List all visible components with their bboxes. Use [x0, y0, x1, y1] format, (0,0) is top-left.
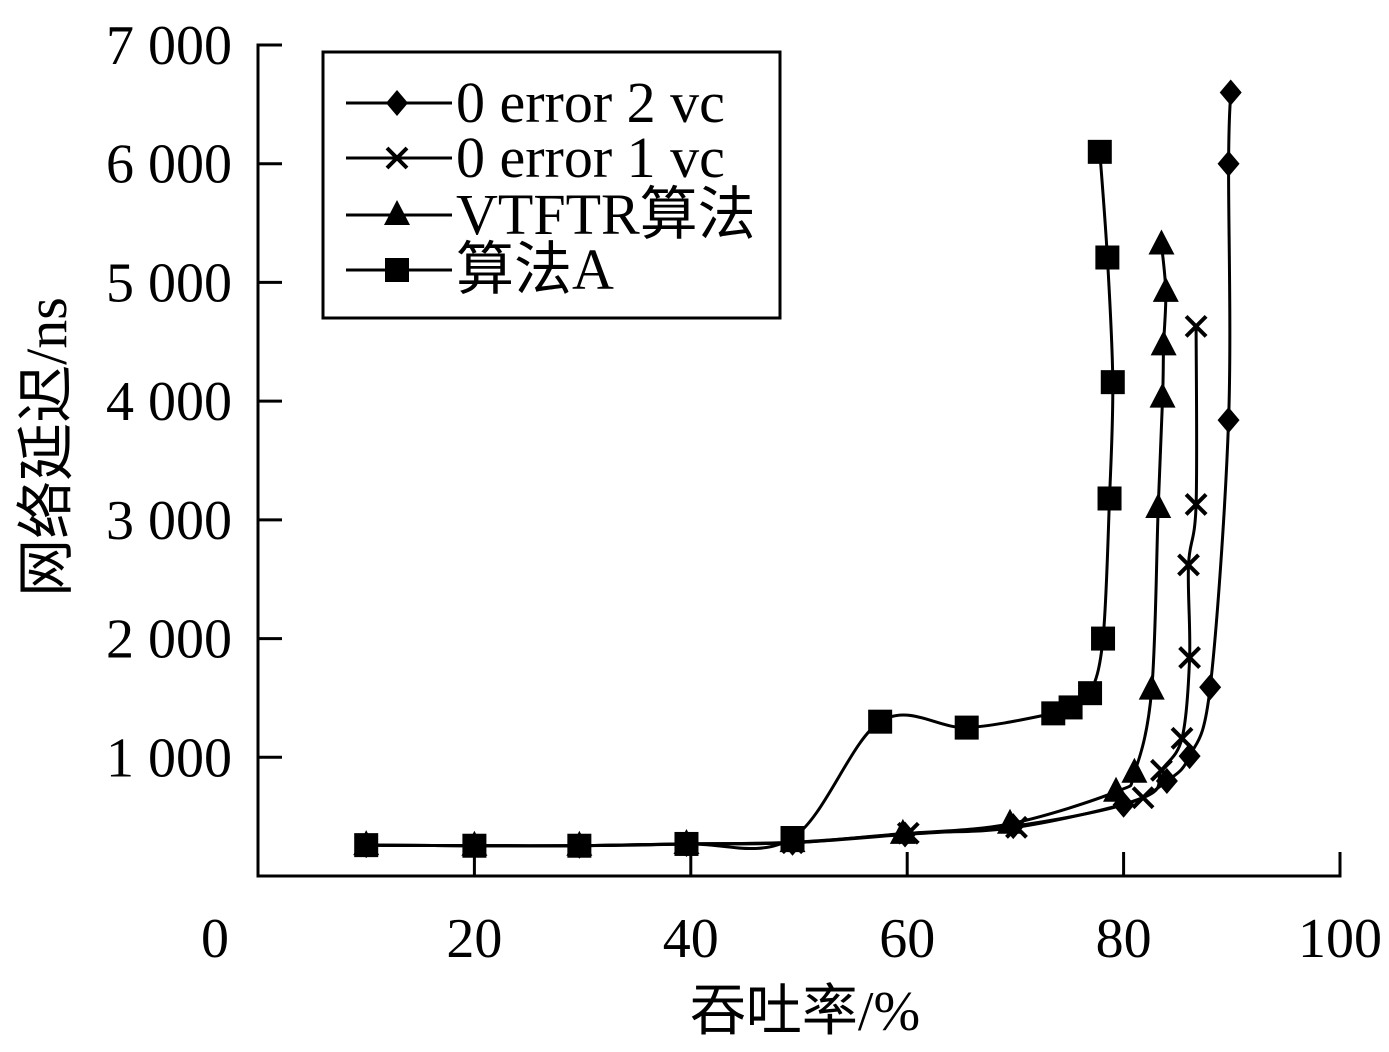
- triangle-marker: [1103, 776, 1130, 802]
- diamond-marker: [1199, 674, 1222, 701]
- legend-item-series-3: VTFTR算法: [346, 182, 756, 247]
- square-marker: [868, 709, 893, 734]
- cross-marker: [1178, 646, 1202, 669]
- square-marker: [780, 826, 805, 851]
- x-axis-ticks: 0 20 40 60 80 100: [201, 852, 1382, 970]
- square-marker: [674, 831, 699, 856]
- y-tick-label: 2 000: [106, 609, 232, 671]
- square-marker: [462, 833, 487, 858]
- legend-label: 算法A: [456, 237, 614, 302]
- cross-marker: [1177, 553, 1200, 577]
- diamond-marker: [1217, 150, 1240, 177]
- square-marker: [1091, 626, 1116, 651]
- square-marker: [1087, 139, 1112, 164]
- diamond-marker: [1155, 768, 1178, 795]
- triangle-marker: [1121, 757, 1148, 783]
- cross-marker: [1184, 314, 1208, 338]
- y-tick-label: 3 000: [106, 490, 232, 552]
- y-tick-label: 5 000: [106, 252, 232, 314]
- cross-marker: [1184, 493, 1208, 516]
- cross-marker: [1150, 758, 1173, 782]
- triangle-marker: [1152, 276, 1179, 302]
- triangle-marker-icon: [384, 200, 410, 225]
- triangle-marker: [1145, 492, 1172, 518]
- legend: 0 error 2 vc 0 error 1 vc VTFTR算法 算法A: [321, 50, 782, 320]
- y-tick-label: 1 000: [106, 727, 232, 789]
- triangle-marker: [1149, 382, 1176, 408]
- series-2: [354, 314, 1208, 858]
- legend-label: VTFTR算法: [456, 182, 756, 247]
- diamond-marker: [1217, 407, 1240, 434]
- plot-area: [353, 79, 1242, 859]
- y-tick-label: 4 000: [106, 371, 232, 433]
- square-marker: [1097, 486, 1122, 511]
- cross-marker: [1170, 726, 1194, 750]
- triangle-marker: [889, 818, 916, 844]
- y-tick-label: 7 000: [106, 15, 232, 77]
- diamond-marker: [1178, 743, 1201, 770]
- series-3: [353, 229, 1179, 856]
- triangle-marker: [1148, 229, 1175, 255]
- x-tick-label: 40: [663, 908, 719, 970]
- triangle-marker: [1150, 330, 1177, 356]
- y-axis-title: 网络延迟/ns: [14, 297, 79, 597]
- x-tick-label: 100: [1298, 908, 1382, 970]
- legend-item-series-2: 0 error 1 vc: [346, 125, 725, 190]
- square-marker: [1078, 681, 1103, 706]
- legend-item-series-4: 算法A: [346, 237, 614, 302]
- square-marker: [354, 833, 379, 858]
- square-marker: [1095, 245, 1120, 270]
- x-tick-label: 60: [879, 908, 935, 970]
- x-tick-label: 20: [446, 908, 502, 970]
- x-tick-label: 80: [1096, 908, 1152, 970]
- triangle-marker: [1138, 674, 1165, 700]
- x-tick-label: 0: [201, 908, 229, 970]
- cross-marker: [1131, 786, 1155, 810]
- legend-label: 0 error 1 vc: [456, 125, 725, 190]
- diamond-marker-icon: [386, 90, 408, 116]
- square-marker-icon: [385, 258, 409, 282]
- x-axis-title: 吞吐率/%: [690, 981, 920, 1043]
- series-line: [366, 244, 1168, 848]
- legend-item-series-1: 0 error 2 vc: [346, 70, 725, 135]
- series-4: [354, 139, 1125, 858]
- y-tick-label: 6 000: [106, 134, 232, 196]
- legend-label: 0 error 2 vc: [456, 70, 725, 135]
- square-marker: [567, 833, 592, 858]
- diamond-marker: [1219, 79, 1242, 106]
- series-line: [366, 151, 1115, 850]
- square-marker: [1100, 370, 1125, 395]
- cross-marker-icon: [385, 146, 409, 170]
- y-axis-ticks: 1 000 2 000 3 000 4 000 5 000 6 000 7 000: [106, 15, 282, 789]
- square-marker: [954, 715, 979, 740]
- triangle-marker: [996, 808, 1023, 834]
- series-line: [366, 326, 1199, 848]
